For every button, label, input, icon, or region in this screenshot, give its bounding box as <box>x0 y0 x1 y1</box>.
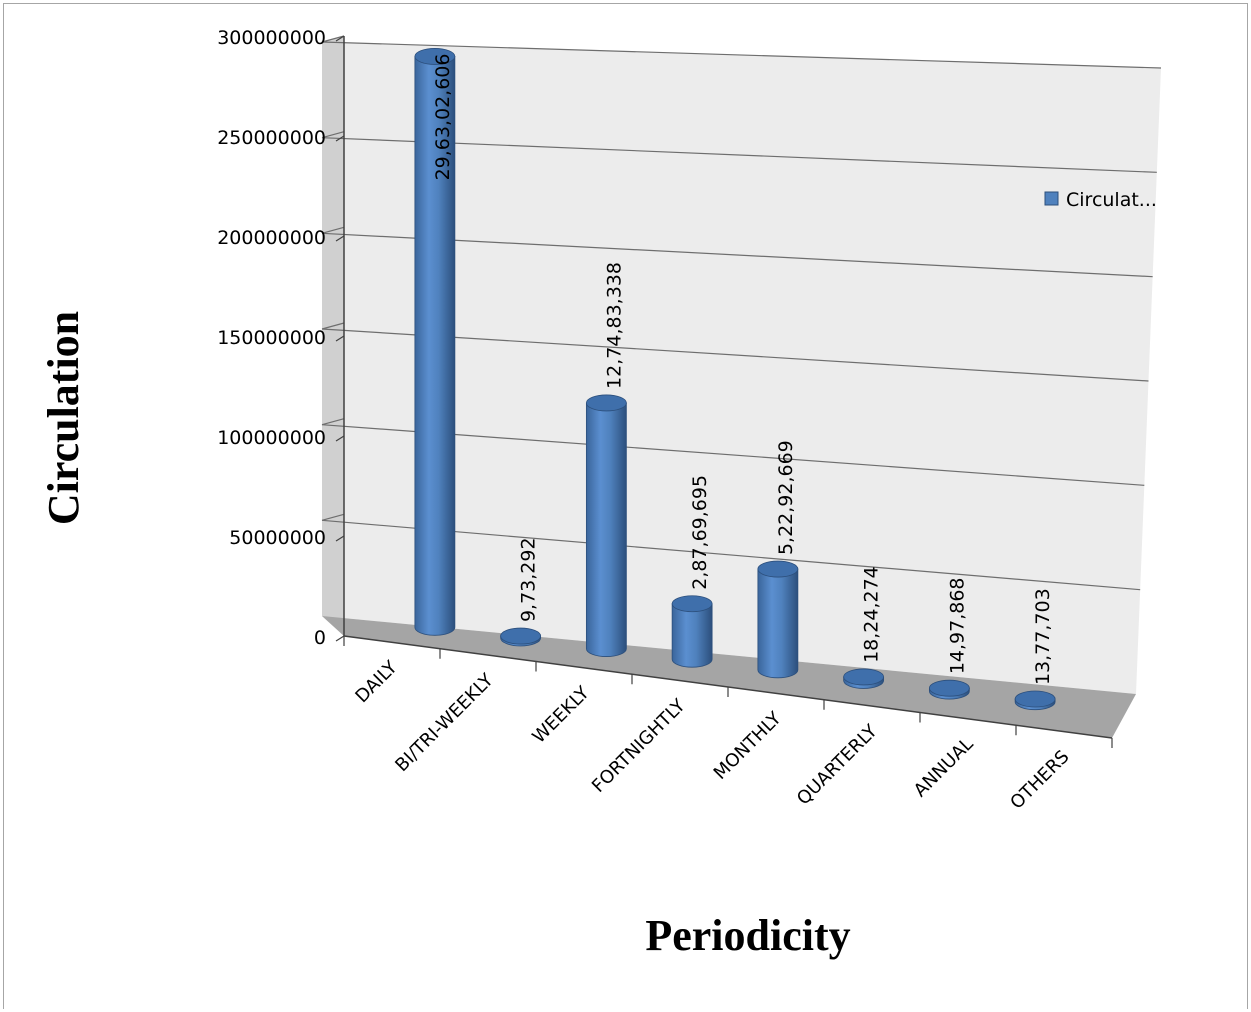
gridline <box>321 41 1162 69</box>
x-tick-label: BI/TRI-WEEKLY <box>391 669 498 776</box>
back-wall <box>322 42 1161 694</box>
data-label: 9,73,292 <box>518 537 540 622</box>
legend-label: Circulat... <box>1066 189 1157 211</box>
y-tick-label: 150000000 <box>217 327 326 349</box>
gridline-side <box>321 131 345 139</box>
data-label: 29,63,02,606 <box>432 54 454 181</box>
y-tick-mark <box>335 535 345 542</box>
y-tick-label: 250000000 <box>217 127 326 149</box>
y-tick-label: 100000000 <box>217 427 326 449</box>
x-tick-label: MONTHLY <box>710 707 787 784</box>
x-tick-label: QUARTERLY <box>793 720 882 809</box>
gridline-side <box>321 226 345 234</box>
legend-swatch <box>1044 191 1059 206</box>
y-tick-mark <box>335 335 345 342</box>
chart-frame <box>3 3 1248 1009</box>
data-label: 5,22,92,669 <box>775 440 797 555</box>
y-tick-mark <box>335 435 345 442</box>
data-label: 12,74,83,338 <box>603 262 625 389</box>
gridline-side <box>321 322 345 330</box>
x-tick-label: ANNUAL <box>910 734 978 802</box>
bar-weekly <box>585 394 627 657</box>
data-label: 2,87,69,695 <box>689 475 711 590</box>
y-axis: 0 50000000 100000000 150000000 200000000 2500… <box>217 27 345 649</box>
x-axis-title: Periodicity <box>645 911 850 960</box>
floor <box>322 616 1136 738</box>
y-tick-label: 200000000 <box>217 227 326 249</box>
gridline <box>321 424 1145 486</box>
y-tick-mark <box>335 635 345 642</box>
bar-fortnightly <box>671 595 713 668</box>
y-tick-mark <box>335 235 345 242</box>
y-tick-mark <box>335 35 345 42</box>
y-axis-title: Circulation <box>39 311 88 525</box>
data-label: 13,77,703 <box>1032 588 1054 685</box>
gridlines <box>321 35 1162 591</box>
bar-bi-tri-weekly <box>500 627 542 647</box>
gridline <box>321 232 1153 278</box>
y-tick-label: 300000000 <box>217 27 326 49</box>
x-tick-label: DAILY <box>351 656 402 707</box>
y-tick-mark <box>335 135 345 142</box>
bar-others <box>1014 690 1056 711</box>
gridline-side <box>321 418 345 426</box>
bar-annual <box>928 679 970 700</box>
x-tick-label: OTHERS <box>1006 746 1073 813</box>
gridline <box>321 137 1157 173</box>
legend: Circulat... <box>1044 189 1157 211</box>
bar-monthly <box>757 560 799 679</box>
bar-daily <box>414 48 456 636</box>
y-tick-label: 50000000 <box>229 527 326 549</box>
data-labels: 29,63,02,606 9,73,292 12,74,83,338 2,87,69,… <box>432 54 1054 686</box>
gridline-side <box>321 513 345 521</box>
y-tick-label: 0 <box>314 627 326 649</box>
gridline <box>321 519 1141 591</box>
data-label: 18,24,274 <box>861 566 883 663</box>
bar-quarterly <box>843 668 885 689</box>
data-label: 14,97,868 <box>946 577 968 674</box>
gridline <box>321 328 1149 382</box>
gridline-side <box>321 35 345 43</box>
side-wall <box>322 36 344 636</box>
x-tick-label: FORTNIGHTLY <box>588 695 690 797</box>
x-tick-label: WEEKLY <box>528 682 594 748</box>
bars <box>414 48 1056 711</box>
